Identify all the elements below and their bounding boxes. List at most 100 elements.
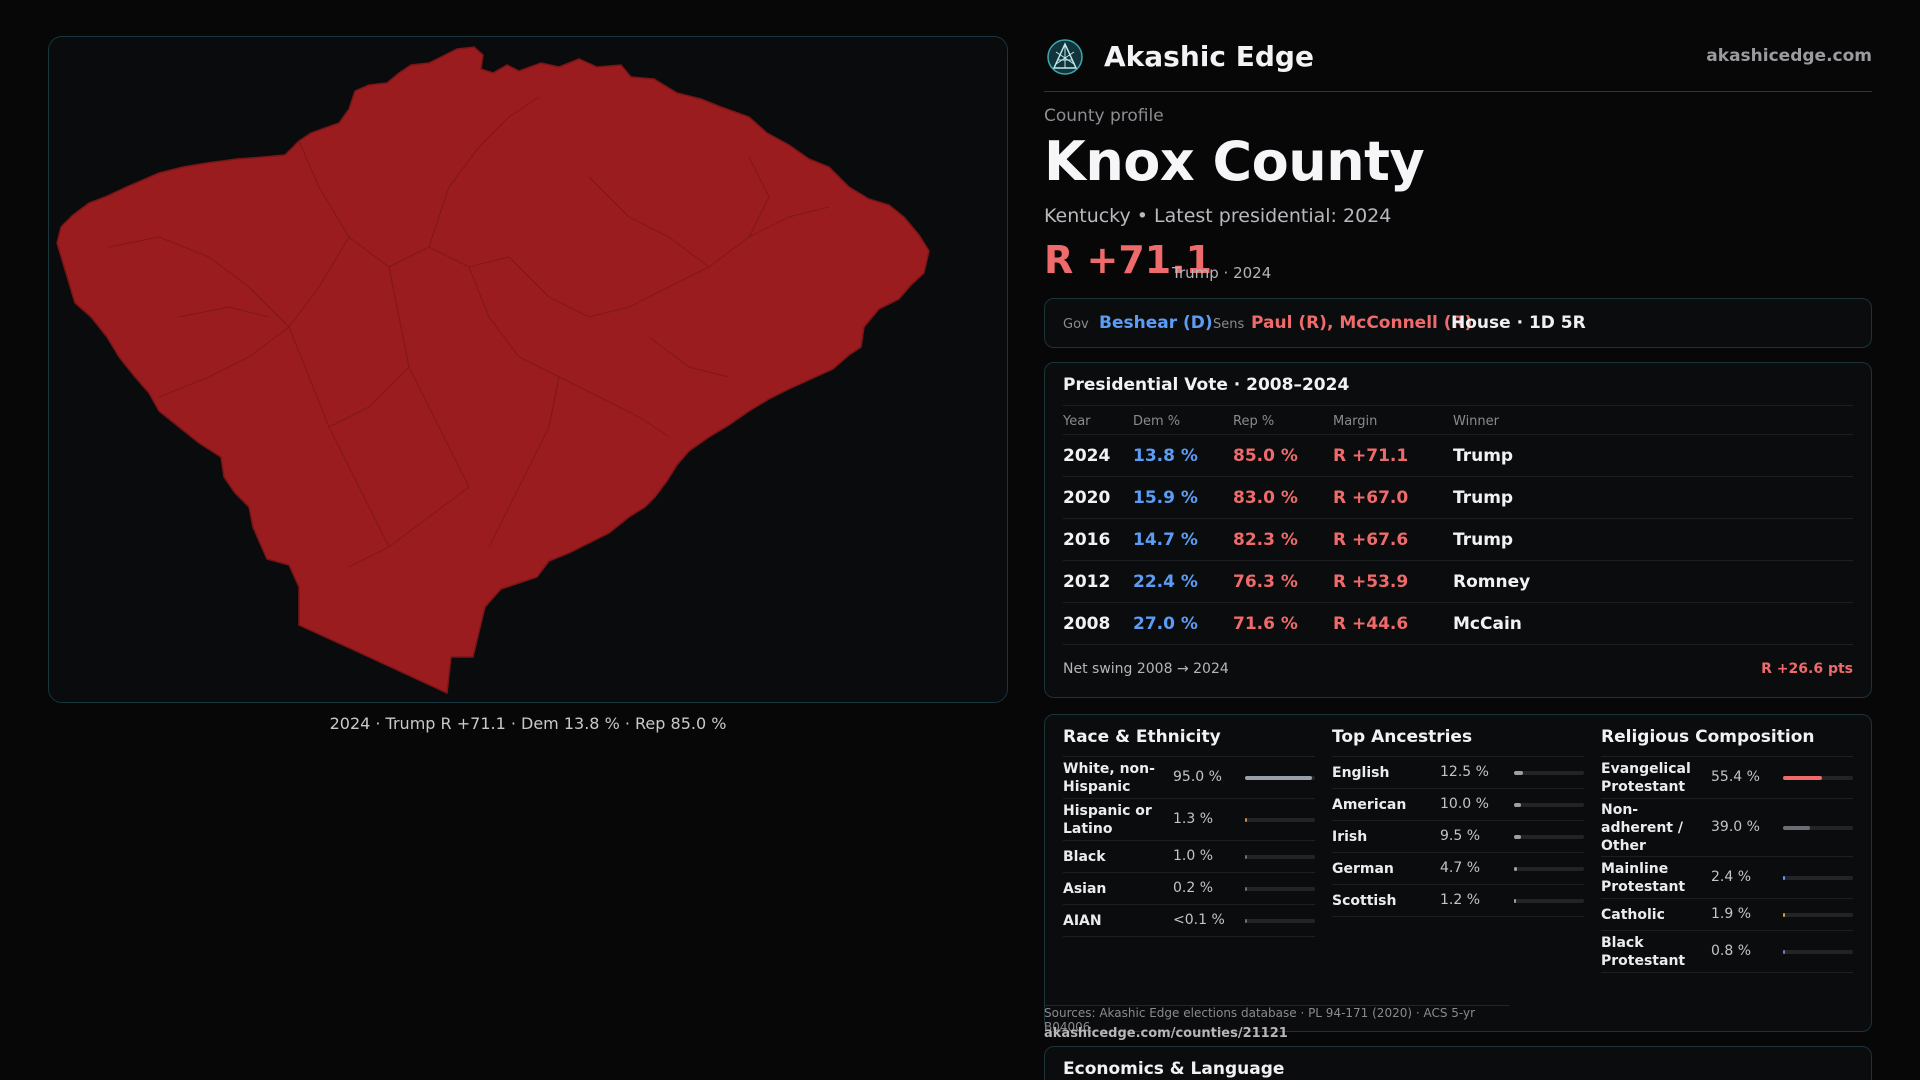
knox-county-shape[interactable] [56,46,930,695]
precinct-borders [108,96,830,568]
row-margin: R +67.0 [1333,488,1409,508]
table-row: 2020 15.9 % 83.0 % R +67.0 Trump [1063,477,1853,519]
col-rep: Rep % [1233,414,1275,429]
demographic-label: AIAN [1063,913,1102,929]
demographic-bar-fill [1783,826,1811,830]
demographic-bar-track [1514,803,1584,807]
demographic-bar-track [1514,899,1584,903]
row-year: 2012 [1063,572,1111,592]
demographic-bar-fill [1245,776,1312,780]
demographic-bar-track [1783,876,1853,880]
row-year: 2024 [1063,446,1111,466]
row-rep: 83.0 % [1233,488,1298,508]
row-winner: Trump [1453,488,1514,508]
demographic-label: Black [1063,849,1106,865]
religion-column: Religious Composition Evangelical Protes… [1601,727,1853,973]
demographic-value: 9.5 % [1440,828,1481,844]
row-rep: 71.6 % [1233,614,1298,634]
demographic-row: Catholic 1.9 % [1601,899,1853,931]
demographic-bar-track [1245,887,1315,891]
demographic-value: 39.0 % [1711,819,1760,835]
net-swing-label: Net swing 2008 → 2024 [1063,661,1229,677]
demographic-label: Scottish [1332,893,1397,909]
row-winner: Trump [1453,530,1514,550]
map-caption: 2024 · Trump R +71.1 · Dem 13.8 % · Rep … [329,714,727,733]
row-rep: 85.0 % [1233,446,1298,466]
row-year: 2008 [1063,614,1111,634]
demographic-bar-track [1245,919,1315,923]
demographic-bar-track [1245,776,1315,780]
row-margin: R +67.6 [1333,530,1409,550]
demographic-bar-fill [1245,919,1247,923]
demographic-value: 1.9 % [1711,906,1752,922]
demographic-bar-fill [1783,776,1822,780]
demographic-label: American [1332,797,1407,813]
demographic-bar-fill [1514,867,1518,871]
table-row: 2012 22.4 % 76.3 % R +53.9 Romney [1063,561,1853,603]
brand-domain-link[interactable]: akashicedge.com [1706,46,1872,66]
demographic-row: White, non-Hispanic 95.0 % [1063,757,1315,799]
latest-margin: R +71.1 [1044,238,1213,282]
sources-link[interactable]: akashicedge.com/counties/21121 [1044,1026,1288,1041]
demographic-value: 1.2 % [1440,892,1481,908]
demographic-bar-track [1514,771,1584,775]
demographic-value: 4.7 % [1440,860,1481,876]
demographic-bar-track [1783,776,1853,780]
demographic-value: 1.0 % [1173,848,1214,864]
presidential-card-title: Presidential Vote · 2008–2024 [1063,375,1350,395]
county-map-panel[interactable] [48,36,1008,703]
county-map[interactable] [49,37,1008,703]
sources-note: Sources: Akashic Edge elections database… [1044,1005,1509,1034]
race-ethnicity-column: Race & Ethnicity White, non-Hispanic 95.0… [1063,727,1315,937]
brand-name: Akashic Edge [1104,40,1314,73]
profile-eyebrow: County profile [1044,106,1164,126]
demographic-row: Black 1.0 % [1063,841,1315,873]
presidential-table-header: Year Dem % Rep % Margin Winner [1063,405,1853,435]
demographic-row: English 12.5 % [1332,757,1584,789]
row-winner: Trump [1453,446,1514,466]
demographic-label: White, non-Hispanic [1063,761,1155,795]
row-margin: R +44.6 [1333,614,1409,634]
col-year: Year [1063,414,1091,429]
demographic-value: 0.2 % [1173,880,1214,896]
demographic-bar-track [1783,913,1853,917]
house-delegation: House · 1D 5R [1451,313,1586,333]
demographic-value: 95.0 % [1173,769,1222,785]
demographic-label: Black Protestant [1601,935,1686,969]
demographic-row: Non-adherent / Other 39.0 % [1601,799,1853,857]
economics-title: Economics & Language [1063,1059,1285,1079]
demographic-bar-fill [1783,913,1785,917]
sens-label: Sens [1213,317,1245,332]
demographic-value: 0.8 % [1711,943,1752,959]
row-year: 2016 [1063,530,1111,550]
presidential-vote-card: Presidential Vote · 2008–2024 Year Dem %… [1044,362,1872,698]
demographic-bar-track [1245,855,1315,859]
demographic-bar-track [1783,826,1853,830]
demographic-label: English [1332,765,1390,781]
demographic-bar-fill [1245,818,1247,822]
row-dem: 22.4 % [1133,572,1198,592]
demographic-bar-fill [1514,803,1521,807]
demographic-label: Non-adherent / Other [1601,802,1683,854]
demographic-row: Hispanic or Latino 1.3 % [1063,799,1315,841]
ancestry-title: Top Ancestries [1332,727,1584,757]
demographic-bar-track [1783,950,1853,954]
demographic-label: Mainline Protestant [1601,861,1686,895]
demographic-label: Evangelical Protestant [1601,761,1691,795]
demographic-value: 2.4 % [1711,869,1752,885]
col-margin: Margin [1333,414,1378,429]
demographic-bar-track [1514,867,1584,871]
page-title: Knox County [1044,130,1425,193]
col-winner: Winner [1453,414,1500,429]
demographic-row: Evangelical Protestant 55.4 % [1601,757,1853,799]
senators-value: Paul (R), McConnell (R) [1251,313,1473,333]
demographic-bar-fill [1783,876,1785,880]
row-margin: R +53.9 [1333,572,1409,592]
economics-card: Economics & Language [1044,1046,1872,1080]
col-dem: Dem % [1133,414,1181,429]
demographic-label: German [1332,861,1394,877]
demographic-label: Irish [1332,829,1368,845]
table-row: 2016 14.7 % 82.3 % R +67.6 Trump [1063,519,1853,561]
demographic-row: German 4.7 % [1332,853,1584,885]
brand-header: Akashic Edge akashicedge.com [1044,36,1872,92]
